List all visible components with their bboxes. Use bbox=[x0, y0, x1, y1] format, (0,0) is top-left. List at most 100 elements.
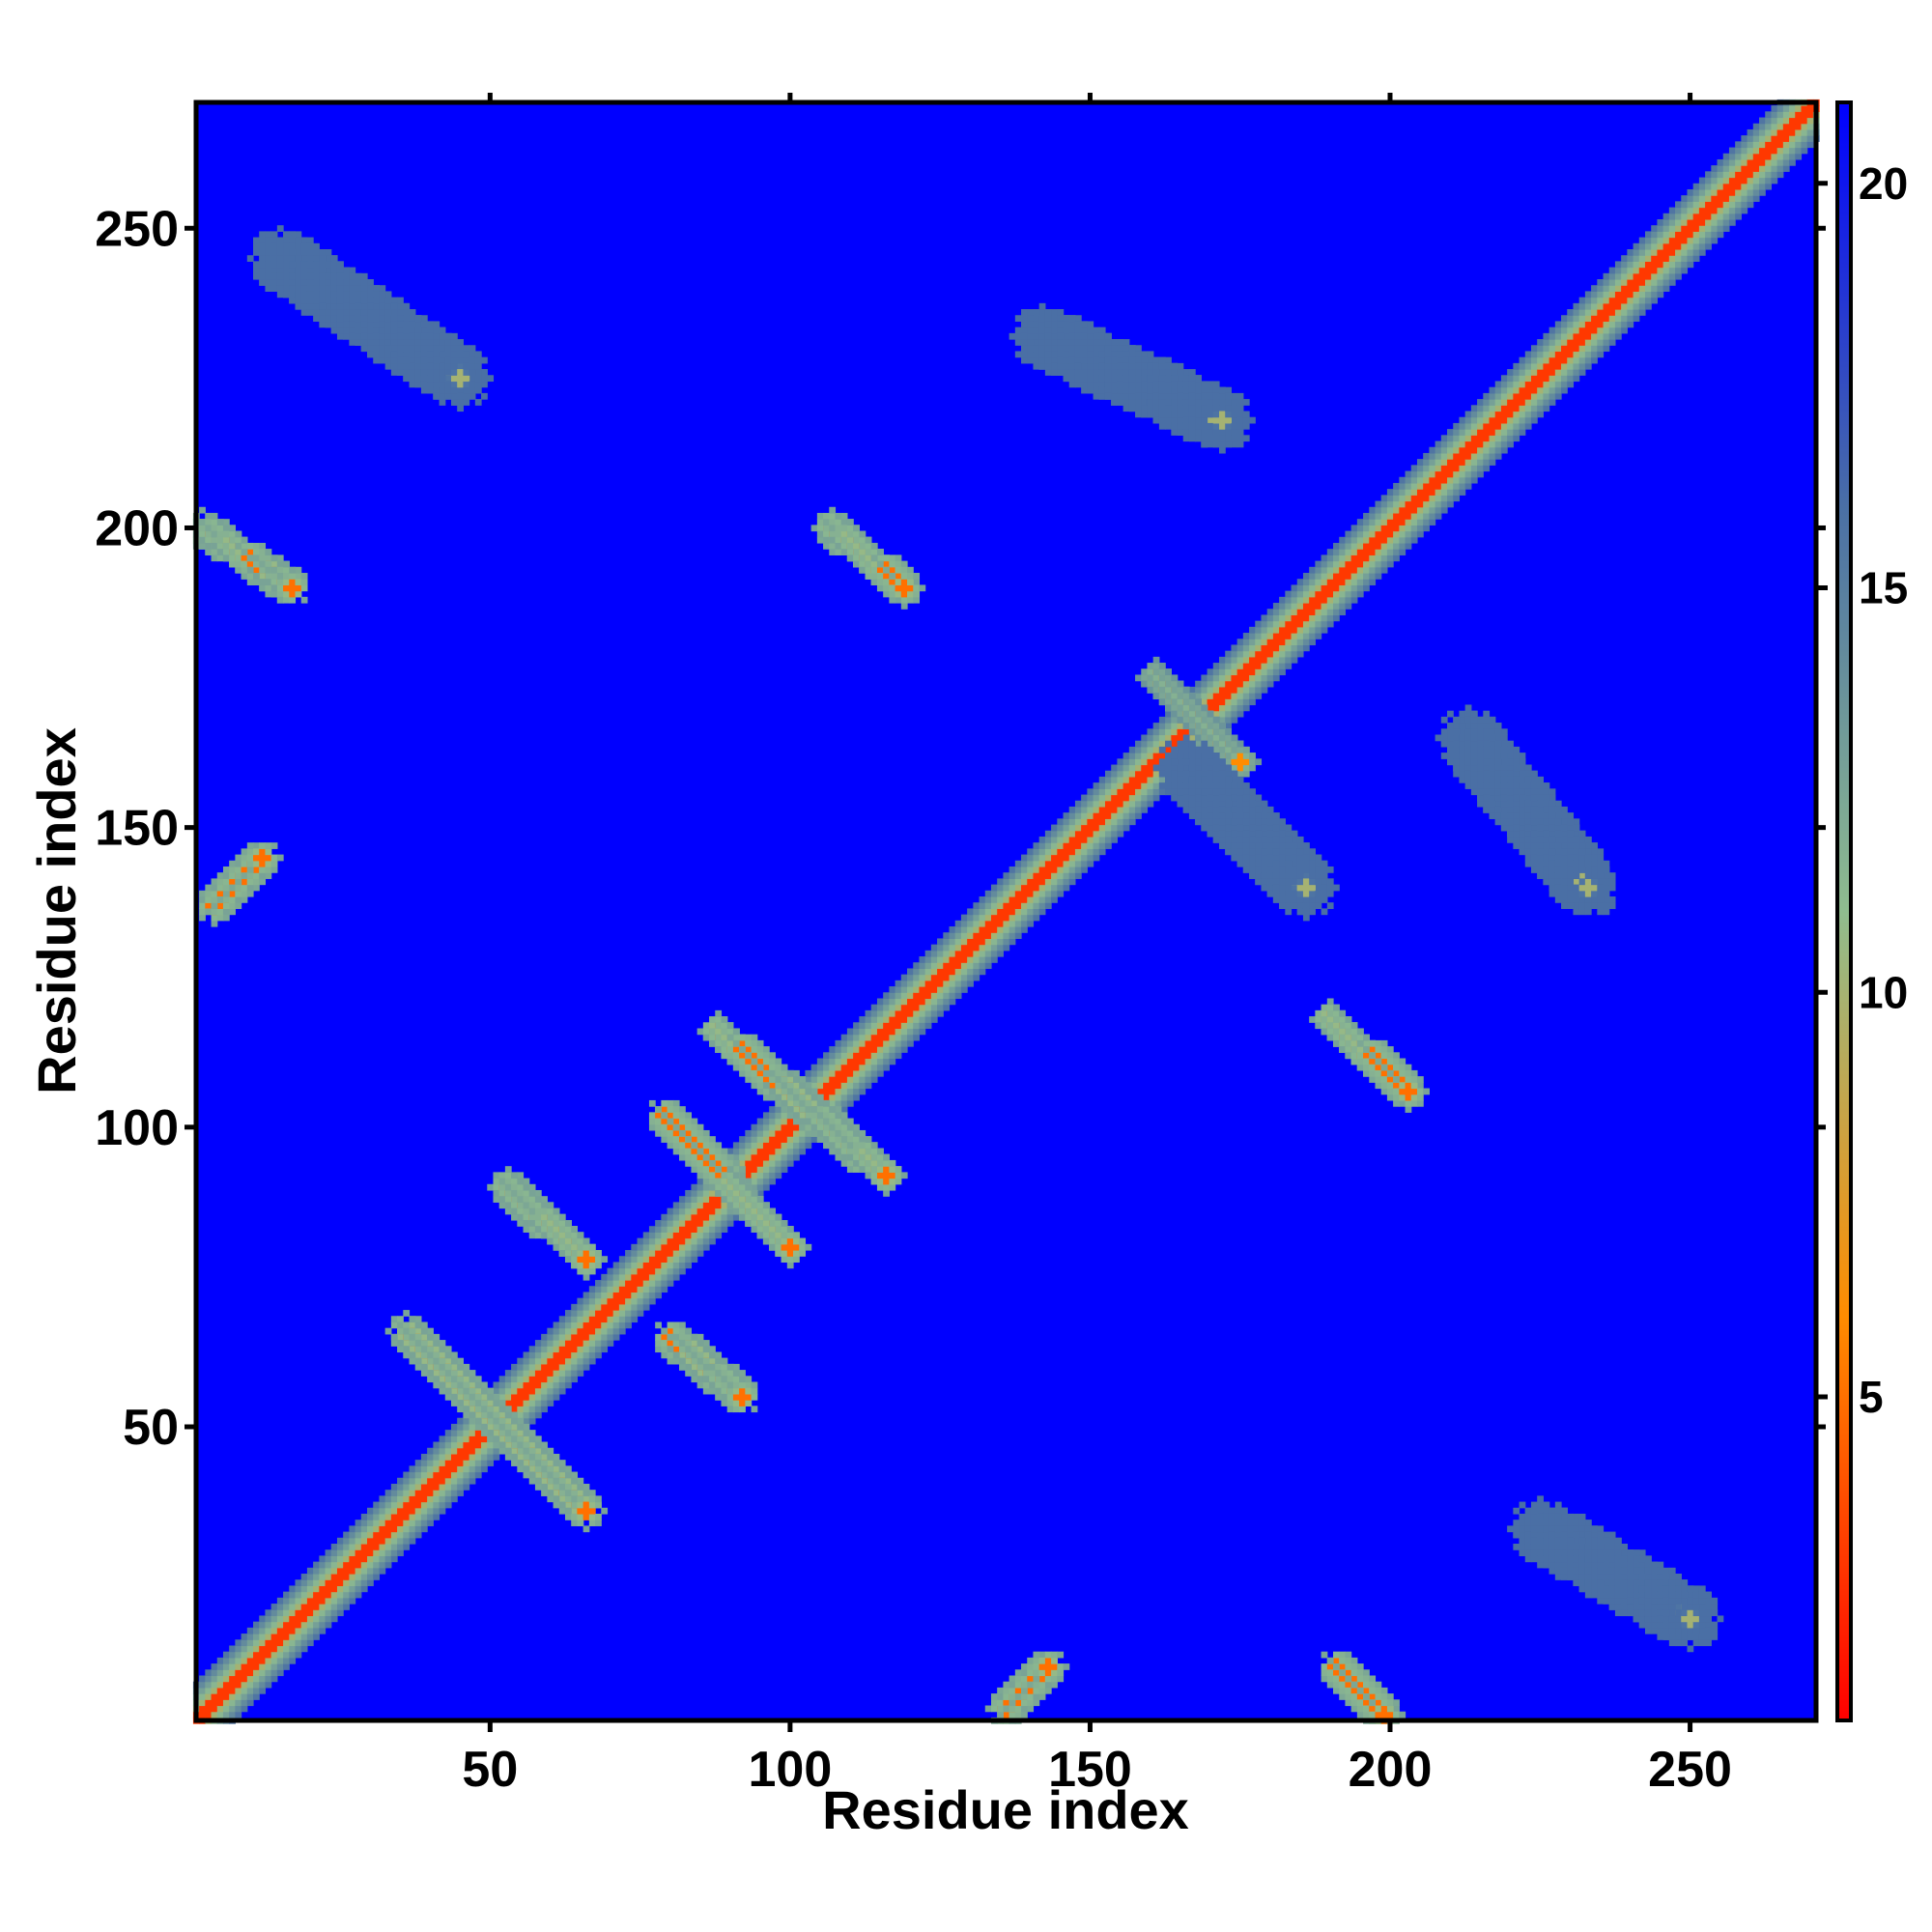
heatmap-cell bbox=[289, 1585, 297, 1593]
heatmap-cell bbox=[1507, 392, 1514, 400]
heatmap-cell bbox=[493, 1406, 500, 1413]
heatmap-cell bbox=[205, 1711, 213, 1719]
heatmap-cell bbox=[564, 1310, 572, 1317]
heatmap-cell bbox=[523, 1189, 530, 1197]
heatmap-cell bbox=[504, 1430, 512, 1436]
heatmap-cell bbox=[367, 1520, 374, 1526]
heatmap-cell bbox=[1681, 267, 1689, 274]
heatmap-cell bbox=[487, 1411, 495, 1419]
heatmap-cell bbox=[973, 926, 980, 933]
heatmap-cell bbox=[1003, 944, 1010, 952]
heatmap-cell bbox=[199, 1699, 206, 1707]
heatmap-cell bbox=[919, 992, 926, 1000]
heatmap-cell bbox=[1093, 824, 1100, 832]
heatmap-cell bbox=[1435, 459, 1442, 466]
heatmap-cell bbox=[325, 1567, 332, 1575]
heatmap-cell bbox=[1554, 351, 1562, 358]
heatmap-cell bbox=[414, 1363, 422, 1371]
heatmap-cell bbox=[739, 1153, 746, 1161]
heatmap-cell bbox=[1567, 369, 1575, 376]
heatmap-cell bbox=[469, 1370, 476, 1377]
heatmap-cell bbox=[1021, 866, 1028, 873]
heatmap-cell bbox=[762, 1118, 770, 1125]
heatmap-cell bbox=[1573, 302, 1580, 310]
heatmap-cell bbox=[409, 1501, 416, 1509]
heatmap-cell bbox=[457, 1430, 464, 1436]
heatmap-cell bbox=[810, 1064, 818, 1071]
heatmap-cell bbox=[1122, 800, 1130, 808]
heatmap-cell bbox=[1021, 896, 1028, 903]
heatmap-cell bbox=[355, 1537, 362, 1545]
heatmap-cell bbox=[756, 1142, 764, 1150]
heatmap-cell bbox=[439, 1460, 446, 1466]
heatmap-cell bbox=[612, 1262, 620, 1269]
heatmap-cell bbox=[679, 1243, 686, 1251]
heatmap-cell bbox=[1795, 123, 1803, 130]
heatmap-cell bbox=[960, 986, 968, 993]
heatmap-cell bbox=[564, 1340, 572, 1347]
heatmap-cell bbox=[1207, 698, 1214, 706]
heatmap-cell bbox=[1242, 680, 1250, 688]
heatmap-cell bbox=[1759, 128, 1766, 136]
heatmap-cell bbox=[1033, 872, 1040, 879]
heatmap-cell bbox=[427, 1520, 434, 1526]
heatmap-cell bbox=[306, 1615, 314, 1623]
heatmap-cell bbox=[1698, 218, 1706, 226]
heatmap-cell bbox=[1044, 854, 1052, 862]
heatmap-cell bbox=[1543, 381, 1550, 388]
heatmap-cell bbox=[241, 1705, 248, 1713]
heatmap-cell bbox=[1494, 446, 1502, 454]
heatmap-cell bbox=[558, 1351, 566, 1359]
heatmap-cell bbox=[487, 1387, 495, 1395]
heatmap-cell bbox=[1236, 668, 1244, 676]
heatmap-cell bbox=[523, 1471, 530, 1479]
heatmap-cell bbox=[816, 1076, 824, 1083]
heatmap-cell bbox=[1068, 806, 1076, 813]
heatmap-cell bbox=[1627, 321, 1634, 328]
heatmap-cell bbox=[409, 1495, 416, 1503]
heatmap-cell bbox=[1711, 207, 1719, 214]
heatmap-cell bbox=[1009, 932, 1016, 939]
heatmap-cell bbox=[672, 1106, 680, 1113]
heatmap-cell bbox=[463, 1460, 470, 1466]
heatmap-cell bbox=[1057, 836, 1065, 843]
heatmap-cell bbox=[469, 1435, 476, 1443]
heatmap-cell bbox=[336, 1555, 344, 1563]
heatmap-cell bbox=[1386, 549, 1394, 555]
heatmap-cell bbox=[1405, 500, 1412, 508]
heatmap-cell bbox=[937, 974, 944, 981]
heatmap-cell bbox=[870, 1052, 878, 1060]
heatmap-cell bbox=[1765, 165, 1773, 172]
heatmap-cell bbox=[414, 1357, 422, 1365]
heatmap-cell bbox=[1423, 476, 1430, 484]
heatmap-cell bbox=[1081, 794, 1088, 802]
heatmap-cell bbox=[534, 1381, 542, 1389]
heatmap-cell bbox=[1087, 812, 1094, 819]
heatmap-cell bbox=[1705, 242, 1712, 250]
heatmap-cell bbox=[1021, 914, 1028, 922]
heatmap-cell bbox=[1399, 476, 1406, 484]
heatmap-cell bbox=[679, 1153, 686, 1161]
heatmap-cell bbox=[1795, 147, 1803, 155]
heatmap-cell bbox=[1117, 776, 1124, 783]
heatmap-cell bbox=[913, 1009, 921, 1017]
heatmap-cell bbox=[1608, 315, 1616, 323]
heatmap-cell bbox=[403, 1495, 411, 1503]
heatmap-cell bbox=[726, 1220, 734, 1227]
heatmap-cell bbox=[463, 1453, 470, 1461]
heatmap-cell bbox=[433, 1490, 440, 1496]
heatmap-cell bbox=[793, 1123, 800, 1131]
heatmap-cell bbox=[553, 1220, 560, 1227]
heatmap-cell bbox=[618, 1316, 626, 1323]
heatmap-cell bbox=[696, 1183, 704, 1191]
heatmap-cell bbox=[1231, 668, 1238, 676]
heatmap-cell bbox=[1104, 806, 1112, 813]
heatmap-cell bbox=[349, 1579, 356, 1586]
heatmap-cell bbox=[241, 1651, 248, 1659]
heatmap-cell bbox=[1795, 117, 1803, 125]
heatmap-cell bbox=[739, 1148, 746, 1155]
heatmap-cell bbox=[631, 1303, 639, 1311]
heatmap-cell bbox=[276, 1663, 284, 1670]
heatmap-cell bbox=[1272, 609, 1280, 615]
heatmap-cell bbox=[1219, 668, 1226, 676]
